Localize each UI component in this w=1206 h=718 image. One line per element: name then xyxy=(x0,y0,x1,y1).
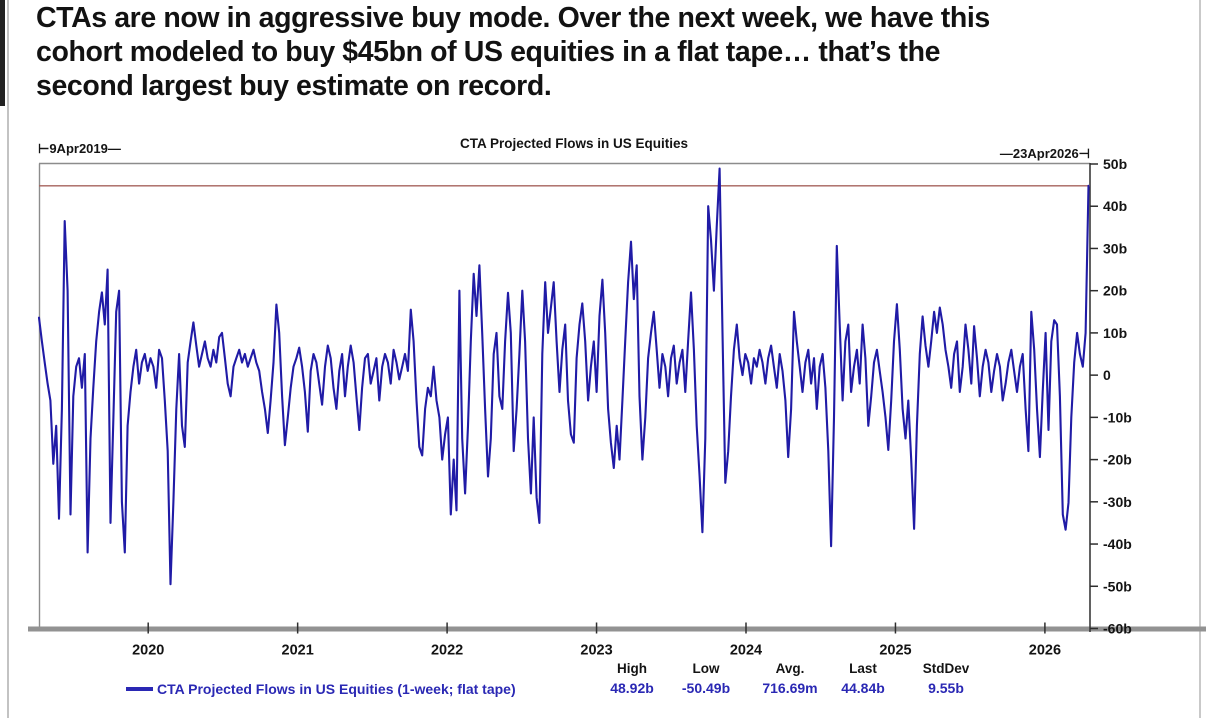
y-tick-label: -50b xyxy=(1103,578,1132,594)
x-axis-bar xyxy=(28,626,1206,632)
y-tick-label: 10b xyxy=(1103,325,1127,341)
headline-line-3: second largest buy estimate on record. xyxy=(36,70,552,102)
y-tick-label: 30b xyxy=(1103,240,1127,256)
left-edge-line xyxy=(7,0,9,718)
x-tick-label: 2020 xyxy=(132,643,164,659)
y-tick-label: -40b xyxy=(1103,536,1132,552)
y-tick-label: 20b xyxy=(1103,283,1127,299)
chart-title: CTA Projected Flows in US Equities xyxy=(460,136,688,151)
flow-line xyxy=(37,167,1090,586)
y-tick-label: 50b xyxy=(1103,156,1127,172)
headline-line-1: CTAs are now in aggressive buy mode. Ove… xyxy=(36,2,990,34)
headline: CTAs are now in aggressive buy mode. Ove… xyxy=(36,1,1146,103)
y-tick-label: -10b xyxy=(1103,409,1132,425)
y-tick-label: 40b xyxy=(1103,198,1127,214)
y-tick-label: -30b xyxy=(1103,494,1132,510)
headline-line-2: cohort modeled to buy $45bn of US equiti… xyxy=(36,36,941,68)
left-edge-bar xyxy=(0,0,5,106)
x-tick-label: 2021 xyxy=(282,643,314,659)
start-date-label: ⊢9Apr2019— xyxy=(38,141,121,156)
y-axis-ticks: 50b 40b 30b 20b 10b 0 -10b -20b -30b -40b -50b -60b xyxy=(1090,156,1132,637)
y-tick-label: -60b xyxy=(1103,621,1132,637)
right-edge-line xyxy=(1199,0,1201,718)
x-tick-label: 2024 xyxy=(730,643,762,659)
x-tick-label: 2025 xyxy=(879,643,911,659)
x-tick-label: 2022 xyxy=(431,643,463,659)
x-tick-label: 2023 xyxy=(580,643,612,659)
y-tick-label: -20b xyxy=(1103,452,1132,468)
end-date-label: —23Apr2026⊣ xyxy=(1000,146,1090,161)
x-axis-ticks: 2020 2021 2022 2023 2024 2025 2026 xyxy=(132,622,1061,659)
y-tick-label: 0 xyxy=(1103,367,1111,383)
x-tick-label: 2026 xyxy=(1029,643,1061,659)
